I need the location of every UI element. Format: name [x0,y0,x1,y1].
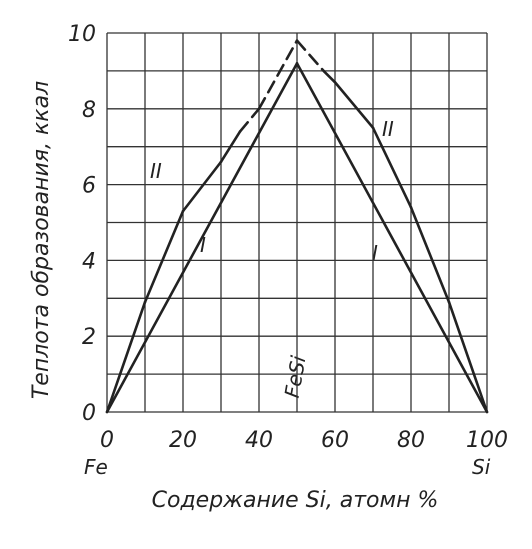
curve-segment [219,130,242,164]
x-tick-label: 0 [100,428,114,453]
y-tick-label: 4 [82,249,96,274]
curve-segment [295,62,489,414]
annotation: Fe [84,455,108,479]
curve-segment [409,206,451,304]
curve-segment [181,160,223,213]
y-tick-label: 0 [82,401,96,426]
curve-segment [295,39,325,73]
x-axis-label: Содержание Si, атомн % [152,488,439,513]
series-label: I [200,233,206,257]
x-tick-label: 60 [321,428,349,453]
annotation: FeSi [280,354,311,400]
curve-segment [447,300,489,414]
x-tick-label: 80 [397,428,425,453]
curve-segment [322,69,337,84]
x-tick-label: 40 [245,428,273,453]
annotation: Si [472,455,491,479]
curve-segment [105,62,299,414]
curve-segment [333,80,375,130]
curve-segment [371,126,413,209]
y-tick-label: 8 [82,98,96,123]
curve-segment [105,300,147,414]
series-label: II [382,117,394,141]
y-tick-label: 2 [82,325,96,350]
x-tick-label: 100 [466,428,508,453]
y-tick-label: 10 [68,22,96,47]
curve-segment [143,209,185,304]
curve-segment [238,107,261,133]
y-axis-label: Теплота образования, ккал [29,81,54,399]
curve-segment [257,39,299,111]
x-tick-label: 20 [169,428,197,453]
series-label: II [150,159,162,183]
y-tick-label: 6 [82,174,96,199]
series-label: I [372,241,378,265]
